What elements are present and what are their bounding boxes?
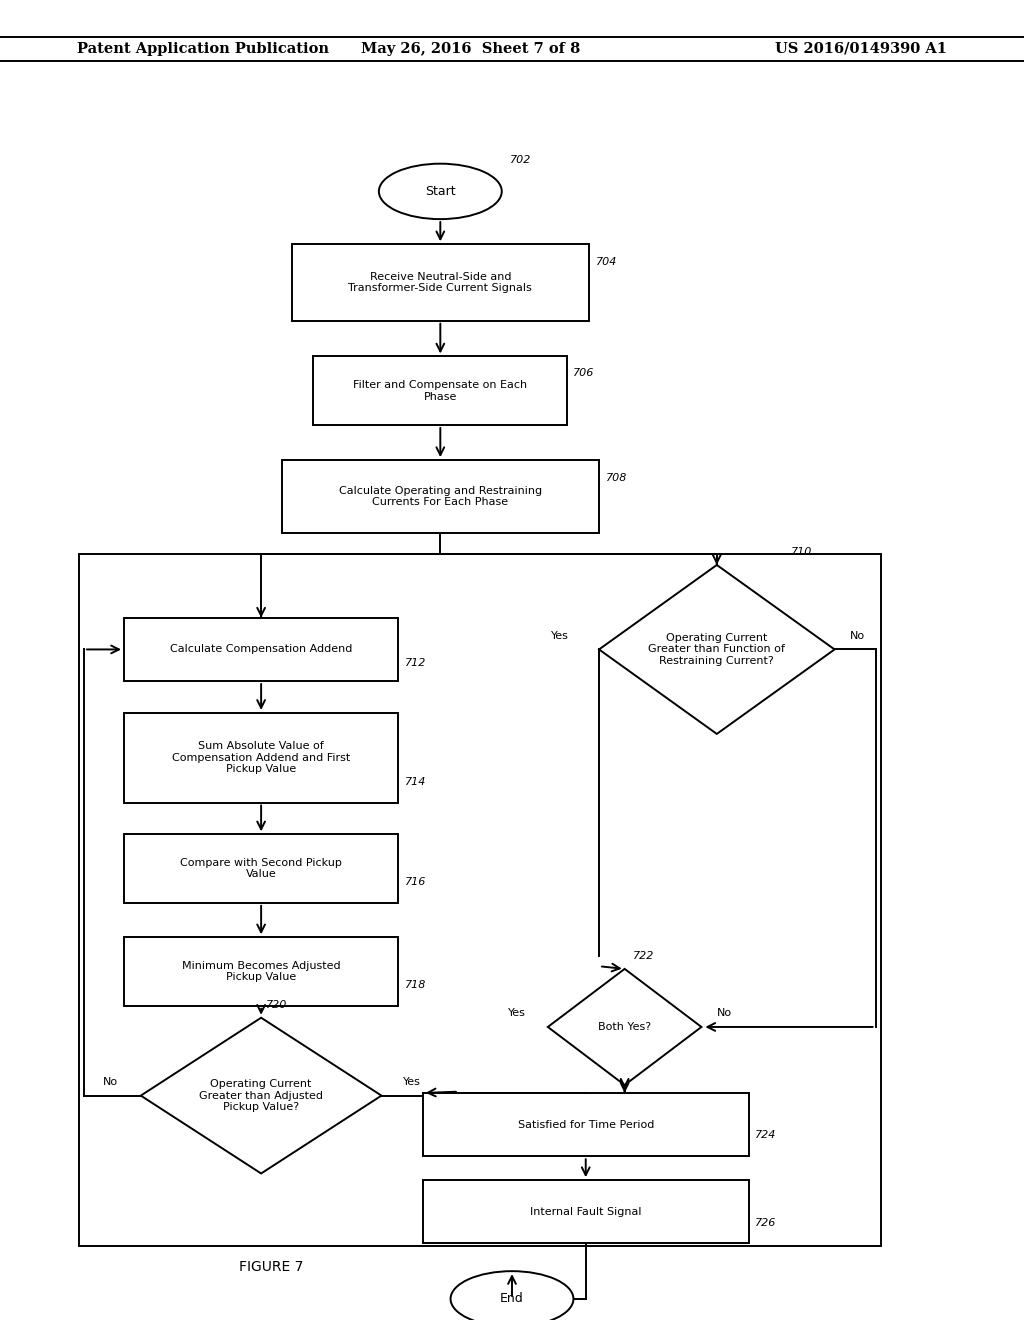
Text: 712: 712 <box>404 657 426 668</box>
Ellipse shape <box>451 1271 573 1320</box>
Bar <box>423 1093 749 1156</box>
Text: Both Yes?: Both Yes? <box>598 1022 651 1032</box>
Text: 702: 702 <box>510 154 531 165</box>
Text: Yes: Yes <box>403 1077 421 1088</box>
Bar <box>282 461 599 532</box>
Text: No: No <box>850 631 864 642</box>
Text: Calculate Operating and Restraining
Currents For Each Phase: Calculate Operating and Restraining Curr… <box>339 486 542 507</box>
Text: 714: 714 <box>404 776 426 787</box>
Text: FIGURE 7: FIGURE 7 <box>240 1261 303 1274</box>
Text: 710: 710 <box>791 546 812 557</box>
Text: 718: 718 <box>404 979 426 990</box>
Text: 726: 726 <box>755 1217 776 1228</box>
Text: 724: 724 <box>755 1130 776 1140</box>
Text: Filter and Compensate on Each
Phase: Filter and Compensate on Each Phase <box>353 380 527 401</box>
Text: Minimum Becomes Adjusted
Pickup Value: Minimum Becomes Adjusted Pickup Value <box>182 961 340 982</box>
Ellipse shape <box>379 164 502 219</box>
Text: 716: 716 <box>404 876 426 887</box>
Polygon shape <box>599 565 835 734</box>
Text: 708: 708 <box>606 473 628 483</box>
Bar <box>313 356 567 425</box>
Bar <box>292 244 589 321</box>
Polygon shape <box>141 1018 381 1173</box>
Text: No: No <box>102 1077 118 1088</box>
Bar <box>124 618 398 681</box>
Text: 704: 704 <box>596 256 617 267</box>
Text: 706: 706 <box>573 367 595 378</box>
Text: Compare with Second Pickup
Value: Compare with Second Pickup Value <box>180 858 342 879</box>
Bar <box>79 554 881 1246</box>
Bar <box>124 937 398 1006</box>
Text: Patent Application Publication: Patent Application Publication <box>77 42 329 55</box>
Text: End: End <box>500 1292 524 1305</box>
Bar <box>124 834 398 903</box>
Text: US 2016/0149390 A1: US 2016/0149390 A1 <box>775 42 947 55</box>
Text: Calculate Compensation Addend: Calculate Compensation Addend <box>170 644 352 655</box>
Text: Yes: Yes <box>508 1008 526 1019</box>
Text: 720: 720 <box>266 999 288 1010</box>
Text: No: No <box>717 1008 731 1019</box>
Bar <box>423 1180 749 1243</box>
Text: Operating Current
Greater than Function of
Restraining Current?: Operating Current Greater than Function … <box>648 632 785 667</box>
Text: Satisfied for Time Period: Satisfied for Time Period <box>517 1119 654 1130</box>
Polygon shape <box>548 969 701 1085</box>
Text: Internal Fault Signal: Internal Fault Signal <box>530 1206 641 1217</box>
Text: Receive Neutral-Side and
Transformer-Side Current Signals: Receive Neutral-Side and Transformer-Sid… <box>348 272 532 293</box>
Bar <box>124 713 398 803</box>
Text: 722: 722 <box>633 950 654 961</box>
Text: Start: Start <box>425 185 456 198</box>
Text: May 26, 2016  Sheet 7 of 8: May 26, 2016 Sheet 7 of 8 <box>361 42 581 55</box>
Text: Yes: Yes <box>551 631 569 642</box>
Text: Sum Absolute Value of
Compensation Addend and First
Pickup Value: Sum Absolute Value of Compensation Adden… <box>172 741 350 775</box>
Text: Operating Current
Greater than Adjusted
Pickup Value?: Operating Current Greater than Adjusted … <box>199 1078 324 1113</box>
